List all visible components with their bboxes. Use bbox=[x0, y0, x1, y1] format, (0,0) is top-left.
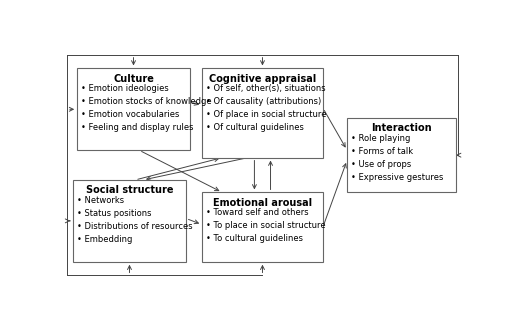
Text: • To cultural guidelines: • To cultural guidelines bbox=[206, 234, 303, 243]
Text: • Use of props: • Use of props bbox=[351, 160, 411, 169]
Text: • Forms of talk: • Forms of talk bbox=[351, 147, 413, 156]
Text: • Of place in social structure: • Of place in social structure bbox=[206, 110, 327, 119]
Text: • To place in social structure: • To place in social structure bbox=[206, 221, 326, 230]
Text: Cognitive appraisal: Cognitive appraisal bbox=[209, 74, 316, 84]
Text: Interaction: Interaction bbox=[371, 123, 432, 133]
Text: • Of self, other(s), situations: • Of self, other(s), situations bbox=[206, 84, 326, 93]
Text: • Embedding: • Embedding bbox=[77, 234, 133, 243]
Text: • Distributions of resources: • Distributions of resources bbox=[77, 222, 193, 231]
Bar bbox=[73, 180, 186, 262]
Bar bbox=[77, 68, 190, 150]
Bar bbox=[347, 118, 456, 192]
Bar bbox=[202, 68, 323, 158]
Bar bbox=[202, 192, 323, 262]
Text: Culture: Culture bbox=[113, 74, 154, 84]
Text: • Of causality (attributions): • Of causality (attributions) bbox=[206, 97, 321, 106]
Text: • Expressive gestures: • Expressive gestures bbox=[351, 173, 444, 182]
Text: • Role playing: • Role playing bbox=[351, 134, 410, 143]
Text: Emotional arousal: Emotional arousal bbox=[213, 198, 312, 208]
Text: • Emotion stocks of knowledge: • Emotion stocks of knowledge bbox=[81, 97, 212, 106]
Text: • Emotion vocabularies: • Emotion vocabularies bbox=[81, 110, 179, 119]
Text: • Of cultural guidelines: • Of cultural guidelines bbox=[206, 123, 304, 132]
Text: • Emotion ideologies: • Emotion ideologies bbox=[81, 84, 169, 93]
Text: • Networks: • Networks bbox=[77, 196, 124, 205]
Text: Social structure: Social structure bbox=[86, 185, 173, 195]
Text: • Toward self and others: • Toward self and others bbox=[206, 208, 309, 217]
Text: • Status positions: • Status positions bbox=[77, 209, 152, 218]
Text: • Feeling and display rules: • Feeling and display rules bbox=[81, 123, 193, 132]
